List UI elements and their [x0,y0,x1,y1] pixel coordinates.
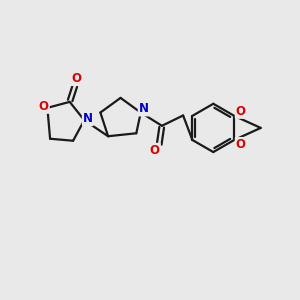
Text: O: O [39,100,49,113]
Text: N: N [83,112,93,125]
Text: O: O [71,72,81,85]
Text: O: O [236,138,246,151]
Text: O: O [236,105,246,118]
Text: N: N [139,103,149,116]
Text: O: O [150,144,160,157]
